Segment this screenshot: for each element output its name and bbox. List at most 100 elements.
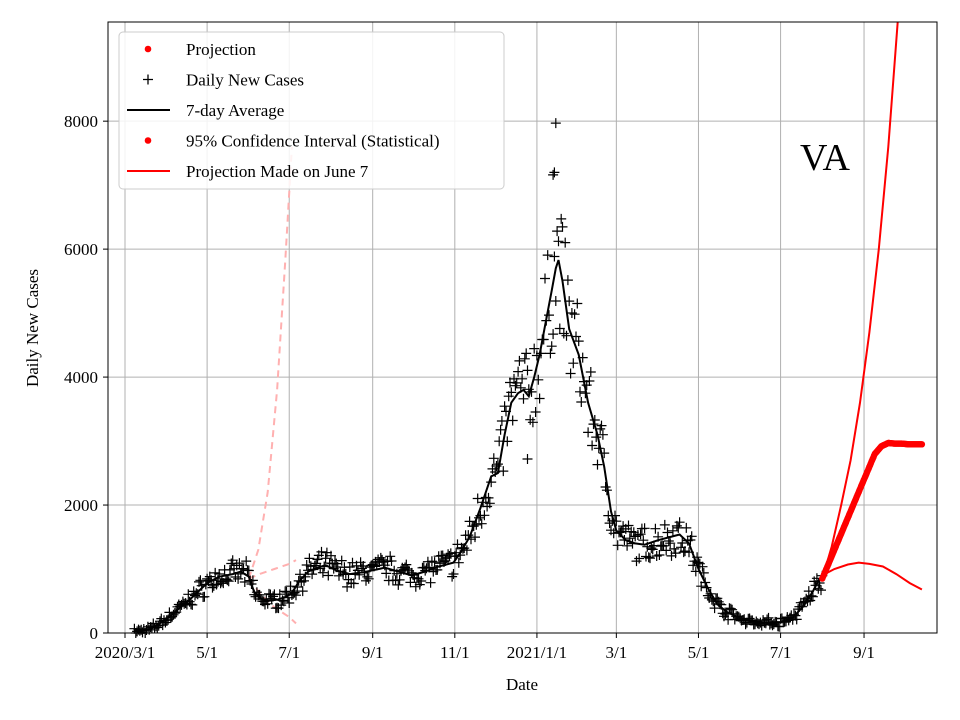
daily-case-marker [677,538,688,548]
legend-dot-marker [144,137,152,144]
daily-case-marker [525,414,536,425]
daily-case-marker [686,531,697,542]
daily-case-marker [285,581,296,592]
x-tick-label: 2021/1/1 [507,643,567,662]
daily-case-marker [669,543,680,554]
daily-case-marker [311,558,322,569]
daily-case-marker [553,236,564,247]
daily-case-marker [447,571,458,582]
daily-case-marker [453,557,464,568]
daily-case-marker [233,573,244,584]
daily-case-marker [223,576,234,587]
daily-case-marker [608,528,619,539]
daily-case-marker [518,393,529,404]
daily-case-marker [650,523,661,534]
daily-case-marker [550,118,561,129]
daily-case-marker [604,518,615,529]
old-projection-dashed-line [247,146,293,579]
seven-day-average-line [136,259,821,633]
daily-case-marker [645,553,655,564]
x-axis-label: Date [506,675,538,694]
daily-case-marker [585,367,596,377]
daily-case-marker [556,213,567,224]
daily-case-marker [239,577,250,587]
daily-case-marker [584,376,595,386]
daily-case-marker [187,599,198,610]
daily-case-marker [484,498,495,509]
daily-case-marker [416,576,427,586]
legend-label: 95% Confidence Interval (Statistical) [186,132,440,151]
y-tick-label: 6000 [64,240,98,259]
daily-case-marker [658,540,669,551]
daily-case-marker [297,586,308,597]
daily-case-marker [791,614,802,625]
daily-case-marker [336,555,347,566]
daily-case-marker [443,549,454,560]
legend-label: 7-day Average [186,101,284,120]
daily-case-marker [479,510,490,521]
daily-case-marker [470,532,480,543]
daily-case-marker [208,580,219,591]
daily-case-marker [557,221,568,232]
x-tick-label: 2020/3/1 [95,643,155,662]
daily-case-marker [199,591,210,602]
daily-case-marker [569,309,580,320]
daily-case-marker [507,415,518,426]
daily-case-marker [211,579,222,590]
daily-case-marker [659,519,670,530]
x-tick-label: 5/1 [196,643,218,662]
june7-projection-line [821,22,899,579]
daily-case-marker [183,589,194,600]
legend-label: Projection Made on June 7 [186,162,369,181]
daily-case-marker [433,551,444,562]
legend-label: Projection [186,40,256,59]
plot-frame [107,21,938,634]
daily-case-marker [646,543,657,554]
daily-case-marker [410,581,421,592]
projection-dots [819,439,926,582]
daily-case-marker [519,353,530,364]
daily-case-marker [385,551,396,562]
daily-case-marker [674,517,685,528]
daily-case-marker [511,377,522,388]
daily-case-marker [195,575,206,586]
daily-case-marker [789,609,799,620]
daily-case-marker [544,310,554,321]
daily-case-marker [344,562,355,572]
daily-case-marker [530,407,541,417]
x-tick-label: 7/1 [770,643,792,662]
daily-case-marker [763,612,774,623]
daily-case-marker [231,560,242,571]
daily-case-marker [234,558,245,569]
daily-case-marker [552,226,563,237]
daily-case-marker [522,365,533,376]
daily-case-marker [634,553,645,564]
daily-case-marker [576,397,587,407]
daily-case-marker [596,420,607,431]
daily-case-marker [521,348,532,359]
daily-case-marker [643,552,654,563]
daily-case-marker [243,565,254,576]
daily-case-marker [266,593,277,604]
y-axis-label: Daily New Cases [23,269,42,387]
daily-case-marker [635,529,646,540]
daily-case-marker [597,429,608,440]
daily-case-marker [513,366,524,377]
daily-case-marker [362,571,373,582]
daily-case-marker [483,492,494,503]
daily-case-marker [225,564,235,575]
legend-plus-marker [143,74,153,85]
daily-case-marker [506,387,517,398]
daily-case-marker [651,551,662,561]
daily-case-marker [386,556,397,566]
daily-case-marker [274,589,285,600]
daily-case-marker [630,531,641,542]
legend-items: Projection Daily New Cases 7-day Average 95… [127,40,440,181]
daily-case-marker [774,621,785,632]
projection-dot [918,441,926,448]
daily-case-marker [241,556,252,567]
daily-case-marker [681,522,692,533]
daily-case-marker [496,416,507,426]
daily-new-cases-series [129,118,828,638]
